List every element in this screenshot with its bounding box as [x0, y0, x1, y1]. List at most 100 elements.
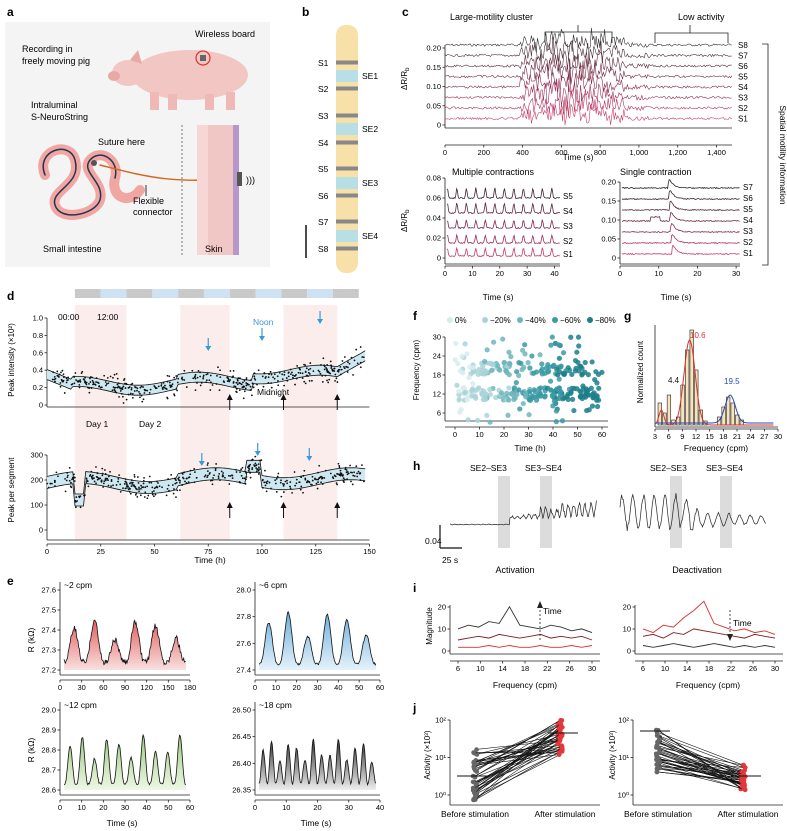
d-bottom-point — [274, 479, 277, 482]
d-bottom-point — [136, 476, 139, 478]
d-bottom-point — [189, 473, 192, 476]
e-subplot: 28.0 27.8 27.6 27.40 10 20 30 40 50 60 ~6 cpm — [236, 580, 384, 692]
d-bottom-point — [144, 491, 147, 494]
d-top-point — [326, 379, 328, 382]
c-single-y-ticklabel: 0.20 — [601, 178, 616, 187]
c-single-trace — [621, 222, 740, 234]
d-bottom-point — [65, 479, 68, 482]
d-bottom-point — [124, 487, 127, 490]
d-bottom-point — [351, 483, 354, 486]
midnight-arrowhead — [280, 394, 287, 400]
c-single-trace — [621, 234, 740, 245]
d-bottom-point — [95, 482, 97, 485]
d-bottom-point — [127, 488, 130, 491]
d-bottom-point — [206, 474, 209, 477]
i-x-ticklabel: 26 — [565, 664, 573, 673]
electrode-label: SE1 — [362, 71, 378, 81]
d-top-point — [115, 391, 118, 394]
d-bottom-point — [131, 481, 134, 484]
d-top-point — [329, 360, 332, 363]
d-top-point — [304, 364, 307, 367]
c-single-x-ticklabel: 30 — [732, 269, 740, 278]
d-top-point — [287, 375, 290, 378]
d-top-point — [192, 377, 195, 380]
d-top-point — [131, 396, 134, 399]
d-top-point — [103, 374, 106, 377]
d-bottom-point — [173, 477, 176, 480]
d-bottom-point — [339, 474, 342, 477]
panel-i: i 20 10 0 6 10 14 18 22 26 30 Time 20 10 0 6 10 14 18 22 26… — [413, 581, 783, 690]
d-bottom-y-ticklabel: 100 — [30, 501, 43, 510]
d-bottom-point — [249, 476, 252, 479]
d-top-point — [308, 373, 311, 375]
d-top-point — [127, 393, 130, 396]
d-top-point — [65, 377, 68, 380]
c-top-xlabel: Time (s) — [563, 152, 594, 162]
d-top-point — [310, 379, 313, 382]
d-top-point — [135, 386, 137, 389]
d-top-point — [291, 374, 294, 377]
d-top-point — [347, 366, 349, 369]
d-bottom-point — [64, 490, 67, 493]
f-point — [557, 392, 563, 398]
time-bar-segment — [332, 289, 359, 298]
f-point — [531, 370, 537, 376]
d-top-point — [200, 382, 203, 384]
d-bottom-point — [338, 466, 341, 469]
d-bottom-point — [244, 482, 247, 485]
e-y-ticklabel: 27.4 — [41, 626, 56, 635]
j-x-label: Before stimulation — [441, 809, 509, 819]
d-bottom-point — [101, 474, 104, 477]
d-bottom-point — [342, 477, 345, 479]
d-bottom-point — [324, 469, 327, 472]
d-top-point — [93, 383, 96, 386]
d-bottom-point — [151, 486, 154, 489]
d-bottom-point — [182, 476, 184, 479]
d-top-point — [283, 384, 286, 387]
d-bottom-point — [102, 482, 105, 485]
i-y-ticklabel: 0 — [442, 647, 446, 656]
j-ylabel-left: Activity (×10³) — [423, 730, 432, 779]
d-bottom-point — [333, 474, 336, 477]
d-top-point — [289, 368, 292, 371]
d-bottom-x-ticklabel: 150 — [363, 547, 376, 556]
d-bottom-point — [118, 474, 121, 476]
d-bottom-point — [248, 465, 251, 468]
d-bottom-point — [122, 487, 124, 490]
c-top-channel: S4 — [738, 83, 748, 92]
d-bottom-point — [146, 485, 149, 488]
f-y-ticklabel: 30 — [433, 333, 441, 342]
f-point — [499, 390, 505, 396]
d-top-point — [173, 393, 175, 396]
d-bottom-point — [171, 484, 174, 486]
d-bottom-point — [68, 466, 71, 469]
d-bottom-point — [47, 486, 50, 489]
d-bottom-point — [155, 485, 158, 488]
d-top-point — [56, 374, 59, 377]
sensor-label: S4 — [318, 138, 329, 148]
d-top-point — [91, 376, 93, 379]
d-bottom-point — [104, 469, 106, 471]
d-top-point — [334, 379, 336, 382]
c-single-y-ticklabel: 0.15 — [601, 197, 616, 206]
g-x-ticklabel: 24 — [746, 432, 754, 441]
day1-label: Day 1 — [86, 419, 108, 429]
d-top-point — [211, 384, 214, 386]
f-point — [491, 339, 497, 345]
j-pair-line — [657, 750, 744, 778]
c-multi-y-ticklabel: 0.08 — [426, 174, 441, 183]
j-after-point — [740, 782, 745, 788]
d-bottom-point — [109, 470, 111, 473]
g-x-ticklabel: 9 — [680, 432, 684, 441]
d-bottom-point — [217, 477, 220, 479]
d-bottom-point — [332, 477, 335, 480]
e-y-ticklabel: 26.40 — [232, 759, 251, 768]
f-legend-label: −20% — [490, 316, 511, 325]
d-top-point — [322, 357, 325, 360]
d-top-point — [140, 385, 143, 388]
d-top-point — [290, 373, 292, 376]
i-spectrum — [642, 628, 776, 639]
h-plot: SE2–SE3 SE3–SE4 SE2–SE3 SE3–SE4 — [439, 463, 766, 549]
j-pair-line — [474, 737, 561, 767]
i-subplot: 20 10 0 6 10 14 18 22 26 30 Time — [438, 601, 600, 673]
